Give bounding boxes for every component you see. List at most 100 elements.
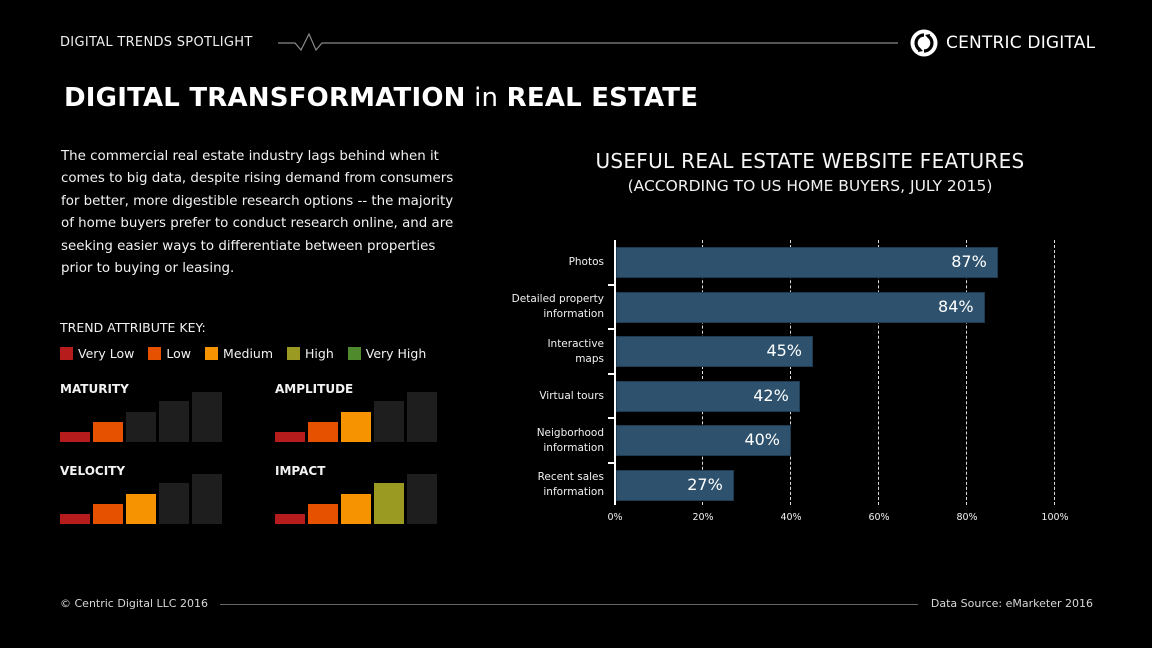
attribute-velocity: VELOCITY (60, 464, 230, 524)
header-label: DIGITAL TRENDS SPOTLIGHT (60, 35, 253, 50)
category-label-line: Interactive (547, 337, 604, 350)
x-tick-label: 60% (868, 512, 890, 523)
footer-divider (220, 604, 918, 605)
legend-item: Medium (205, 346, 273, 361)
category-label-line: Detailed property (511, 293, 604, 305)
category-label-line: information (543, 308, 604, 320)
brand-logo: CENTRIC DIGITAL (910, 29, 1095, 57)
bar-3: 45% (616, 336, 813, 367)
chart-subtitle: (ACCORDING TO US HOME BUYERS, JULY 2015) (627, 177, 993, 195)
legend-swatch (60, 347, 73, 360)
level-bar (159, 483, 189, 524)
legend-item: Very High (347, 346, 426, 361)
category-label: Interactive maps (484, 337, 604, 367)
category-label-line: Virtual tours (539, 389, 604, 402)
x-tick-label: 80% (956, 512, 978, 523)
category-label: Neigborhood information (484, 426, 604, 456)
level-bar (93, 504, 123, 524)
category-label: Recent sales information (484, 470, 604, 500)
bar-value-label: 27% (687, 474, 723, 494)
bar-2: 84% (616, 291, 985, 323)
x-tick-label: 20% (692, 512, 714, 523)
category-label-line: information (543, 441, 604, 454)
level-bar (407, 474, 437, 524)
gridline (878, 240, 879, 505)
legend-label: Low (166, 346, 192, 361)
level-bar (374, 401, 404, 442)
level-bar (192, 392, 222, 442)
bar-1: 87% (616, 247, 998, 278)
attribute-label: MATURITY (60, 382, 129, 396)
bar-4: 42% (616, 380, 800, 412)
gridline (702, 240, 703, 505)
gridline (790, 240, 791, 505)
level-bar (126, 412, 156, 442)
y-tick (608, 372, 614, 375)
legend-swatch (205, 347, 219, 360)
category-label-line: Photos (568, 256, 604, 268)
data-source: Data Source: eMarketer 2016 (930, 597, 1093, 610)
category-label: Photos (484, 255, 604, 270)
level-bar (407, 392, 437, 442)
level-bar (60, 514, 90, 524)
page-title: DIGITAL TRANSFORMATION in REAL ESTATE (64, 83, 698, 113)
bar-value-label: 87% (951, 252, 987, 271)
attribute-level-bars (275, 474, 437, 524)
gridline (1054, 240, 1055, 505)
y-tick (608, 461, 614, 464)
level-bar (126, 494, 156, 524)
legend-item: Very Low (60, 346, 134, 361)
level-bar (275, 432, 305, 442)
chart-title: USEFUL REAL ESTATE WEBSITE FEATURES (595, 149, 1025, 173)
level-bar (159, 401, 189, 442)
category-label: Virtual tours (484, 389, 604, 404)
centric-logo-icon (910, 29, 938, 57)
attribute-maturity: MATURITY (60, 382, 230, 442)
legend-item: High (287, 346, 334, 361)
level-bar (341, 412, 371, 442)
attribute-level-bars (60, 474, 222, 524)
level-bar (192, 474, 222, 524)
description: The commercial real estate industry lags… (61, 149, 454, 277)
key-label: TREND ATTRIBUTE KEY: (60, 320, 206, 335)
gridline (966, 240, 967, 505)
attribute-label: IMPACT (275, 464, 326, 478)
y-axis (614, 240, 616, 505)
legend-label: High (305, 346, 334, 361)
level-bar (374, 483, 404, 524)
bar-value-label: 42% (753, 385, 789, 405)
title-part-2: in (465, 83, 507, 113)
attribute-amplitude: AMPLITUDE (275, 382, 445, 442)
bar-6: 27% (616, 469, 734, 501)
legend-swatch (287, 347, 301, 360)
legend-label: Very Low (78, 346, 135, 361)
x-tick-label: 0% (607, 512, 623, 523)
level-bar (275, 514, 305, 524)
legend-label: Medium (223, 346, 274, 361)
y-tick (608, 283, 614, 286)
brand-name: CENTRIC DIGITAL (946, 33, 1096, 53)
attribute-level-bars (275, 392, 437, 442)
title-part-1: DIGITAL TRANSFORMATION (64, 83, 466, 113)
attribute-impact: IMPACT (275, 464, 445, 524)
category-label-line: information (543, 486, 604, 498)
attribute-label: AMPLITUDE (275, 382, 354, 396)
bar-chart-plot: 87% 84% 45% 42% 40% 27% (608, 240, 1055, 505)
title-part-3: REAL ESTATE (506, 83, 699, 113)
level-bar (308, 504, 338, 524)
category-label: Detailed property information (484, 292, 604, 322)
y-tick (608, 328, 614, 330)
x-tick-label: 40% (780, 512, 802, 523)
legend-swatch (347, 347, 361, 360)
y-tick (608, 417, 614, 419)
trend-key-legend: Very Low Low Medium High Very High (60, 346, 440, 361)
pulse-line-icon (278, 32, 898, 52)
bar-5: 40% (616, 425, 791, 456)
attribute-level-bars (60, 392, 222, 442)
copyright: © Centric Digital LLC 2016 (60, 597, 208, 610)
level-bar (93, 422, 123, 442)
category-label-line: maps (575, 352, 604, 365)
legend-swatch (148, 347, 162, 360)
bar-value-label: 40% (744, 430, 780, 449)
x-tick-label: 100% (1041, 512, 1069, 523)
